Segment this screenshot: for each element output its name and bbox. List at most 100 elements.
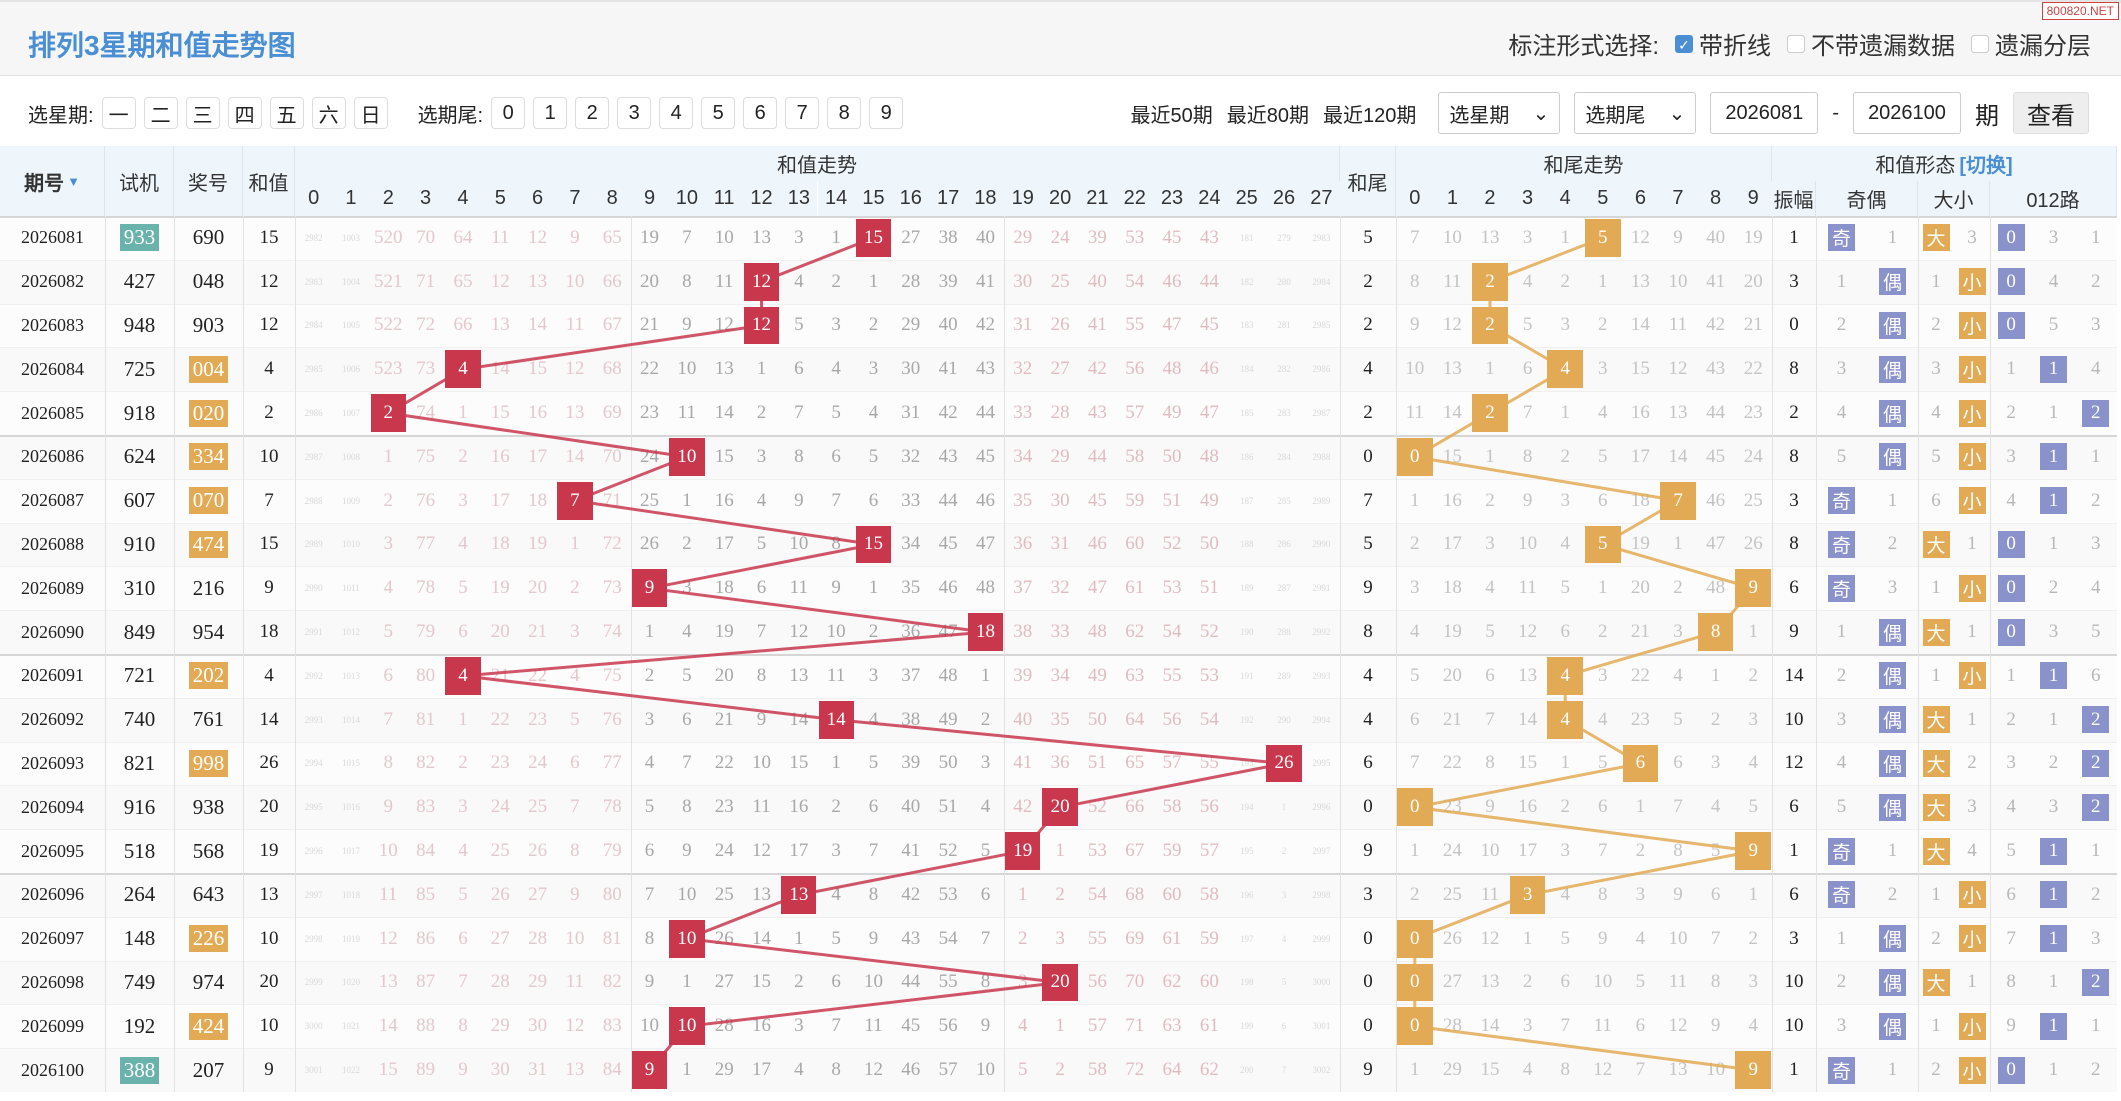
weekday-button-3[interactable]: 四	[227, 97, 262, 129]
sum-omission: 56	[1087, 971, 1107, 993]
tail-button-5[interactable]: 5	[701, 97, 736, 129]
tail-button-1[interactable]: 1	[533, 97, 568, 129]
weekday-button-1[interactable]: 二	[143, 97, 178, 129]
sum-omission: 1	[831, 226, 841, 248]
header-sum-digit: 3	[406, 181, 445, 216]
sort-icon[interactable]: ▼	[67, 173, 80, 189]
sum-omission: 42	[901, 883, 921, 905]
week-select[interactable]: 选星期 ⌄	[1438, 92, 1561, 134]
checkbox-no-omission[interactable]	[1787, 34, 1805, 53]
tail-button-2[interactable]: 2	[575, 97, 610, 129]
sum-omission: 12	[565, 358, 585, 380]
view-button[interactable]: 查看	[2013, 92, 2089, 134]
odd-cell: 4	[1836, 752, 1847, 774]
sum-omission: 10	[640, 1015, 660, 1037]
option-with-line-label[interactable]: 带折线	[1699, 33, 1771, 60]
tail-select-value: 选期尾	[1585, 104, 1646, 127]
page-title: 排列3星期和值走势图	[28, 30, 296, 61]
tail-omission: 1	[1522, 927, 1533, 949]
sum-value: 10	[259, 927, 279, 949]
sum-omission: 59	[1162, 840, 1182, 862]
tail-button-8[interactable]: 8	[827, 97, 862, 129]
trial-value: 427	[123, 269, 156, 294]
sum-omission: 10	[565, 270, 585, 292]
tail-omission: 11	[1480, 883, 1500, 905]
tail-button-3[interactable]: 3	[617, 97, 652, 129]
sum-omission: 16	[789, 796, 809, 818]
sum-omission: 29	[714, 1059, 734, 1081]
tail-button-9[interactable]: 9	[869, 97, 904, 129]
tail-omission: 3	[1410, 577, 1420, 599]
tail-omission: 7	[1485, 708, 1495, 730]
tail-omission: 2	[1410, 533, 1420, 555]
sum-omission: 6	[1281, 1021, 1287, 1032]
sum-omission: 8	[644, 927, 655, 949]
even-cell-badge: 偶	[1879, 268, 1906, 296]
odd-cell: 5	[1836, 796, 1847, 818]
route-2-cell: 3	[2090, 314, 2101, 336]
prize-number: 202	[174, 654, 243, 698]
from-issue-input[interactable]: 2026081	[1710, 92, 1819, 134]
sum-omission: 521	[374, 270, 403, 292]
sum-omission: 79	[602, 840, 622, 862]
amplitude: 1	[1789, 226, 1799, 248]
tail-button-6[interactable]: 6	[743, 97, 778, 129]
tail-button-7[interactable]: 7	[785, 97, 820, 129]
amplitude: 2	[1789, 402, 1799, 424]
sum-omission: 1009	[341, 495, 360, 506]
sum-omission: 2	[1281, 846, 1287, 857]
recent-50-link[interactable]: 最近50期	[1130, 104, 1213, 127]
sum-omission: 5	[756, 533, 767, 555]
weekday-button-5[interactable]: 六	[311, 97, 346, 129]
checkbox-omission-layer[interactable]	[1971, 34, 1989, 53]
sum-omission: 33	[1013, 402, 1033, 424]
tail-omission: 8	[1410, 270, 1420, 292]
tail-omission: 1	[1748, 621, 1758, 643]
weekday-button-0[interactable]: 一	[101, 97, 136, 129]
small-cell: 1	[1967, 971, 1977, 993]
sum-omission: 45	[1087, 489, 1107, 511]
option-omission-layer-label[interactable]: 遗漏分层	[1995, 33, 2091, 60]
tail-button-0[interactable]: 0	[491, 97, 526, 129]
trial-value: 740	[123, 707, 156, 732]
switch-link[interactable]: [切换]	[1959, 155, 2013, 177]
prize-number: 424	[174, 1004, 243, 1048]
tail-hit: 8	[1697, 613, 1734, 651]
header-issue[interactable]: 期号 ▼	[0, 146, 105, 216]
sum-omission: 4	[1018, 1015, 1028, 1037]
sum-omission: 40	[1013, 708, 1033, 730]
sum-omission: 38	[938, 226, 958, 248]
checkbox-with-line[interactable]: ✓	[1675, 34, 1693, 53]
sum-omission: 286	[1277, 539, 1291, 550]
weekday-button-4[interactable]: 五	[269, 97, 304, 129]
tail-select[interactable]: 选期尾 ⌄	[1574, 92, 1697, 134]
recent-80-link[interactable]: 最近80期	[1226, 104, 1309, 127]
route-1-cell: 1	[2032, 654, 2074, 698]
sum-omission: 36	[901, 621, 921, 643]
sum-hit: 9	[631, 569, 668, 608]
sum-omission: 7	[570, 796, 580, 818]
recent-120-link[interactable]: 最近120期	[1322, 104, 1417, 127]
sum-omission: 40	[1087, 270, 1107, 292]
sum-hit: 12	[743, 306, 780, 345]
header-tail-digit: 1	[1433, 181, 1472, 216]
sum-omission: 13	[490, 314, 510, 336]
amplitude: 8	[1789, 358, 1799, 380]
to-issue-input[interactable]: 2026100	[1853, 92, 1961, 134]
sum-omission: 27	[714, 971, 734, 993]
sum-omission: 44	[1199, 270, 1219, 292]
sum-omission: 8	[794, 445, 804, 467]
weekday-button-6[interactable]: 日	[353, 97, 388, 129]
tail-omission: 1	[1710, 664, 1721, 686]
sum-omission: 12	[528, 226, 548, 248]
tail-hit: 0	[1397, 963, 1433, 1002]
even-cell-badge: 偶	[1879, 706, 1906, 734]
weekday-button-2[interactable]: 三	[185, 97, 220, 129]
tail-button-4[interactable]: 4	[659, 97, 694, 129]
sum-omission: 46	[1087, 533, 1107, 555]
sum-omission: 3	[831, 314, 841, 336]
option-no-omission-label[interactable]: 不带遗漏数据	[1811, 33, 1955, 60]
tail-omission: 4	[1522, 1059, 1533, 1081]
amplitude: 6	[1789, 883, 1799, 905]
header-sum-digit: 6	[518, 181, 557, 216]
